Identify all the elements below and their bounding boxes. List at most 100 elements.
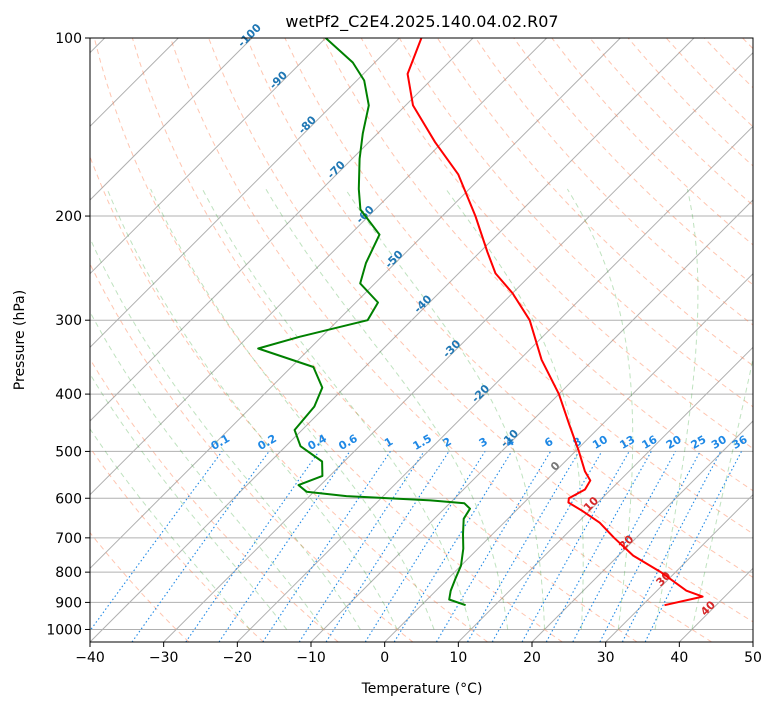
moist-adiabat — [90, 427, 251, 630]
isotherm-gridline — [678, 567, 753, 642]
mixing-ratio-label: 3 — [477, 435, 490, 450]
mixing-ratio-line — [572, 451, 676, 642]
isotherm-label: -30 — [440, 337, 463, 360]
plot-frame — [89, 37, 754, 643]
mixing-ratio-line — [262, 451, 391, 642]
isotherm-gridline — [90, 38, 400, 349]
y-tick-label: 200 — [55, 209, 82, 225]
isotherm-gridline — [90, 38, 474, 422]
x-tick-label: 40 — [670, 650, 688, 666]
x-tick-label: 20 — [523, 650, 541, 666]
dry-adiabat — [589, 38, 753, 206]
dry-adiabat — [360, 38, 753, 450]
dry-adiabat — [90, 446, 264, 642]
mixing-ratio-line — [644, 451, 742, 642]
dry-adiabat — [93, 38, 563, 642]
mixing-ratio-line — [298, 451, 425, 642]
isotherm-label: -40 — [411, 292, 434, 315]
mixing-ratio-label: 2 — [441, 435, 454, 450]
mixing-ratio-label: 36 — [730, 433, 750, 452]
background-lines — [90, 38, 753, 642]
isotherm-label: -50 — [382, 248, 405, 271]
isotherm-gridline — [163, 51, 753, 642]
y-tick-label: 700 — [55, 531, 82, 547]
y-tick-label: 500 — [55, 444, 82, 460]
mixing-ratio-label: 16 — [640, 433, 660, 452]
dry-adiabat — [170, 38, 712, 642]
mixing-ratio-label: 13 — [618, 433, 638, 452]
mixing-ratio-label: 0.4 — [306, 432, 330, 453]
dry-adiabat — [703, 38, 753, 89]
moist-adiabat — [90, 311, 324, 630]
mixing-ratio-line — [325, 451, 450, 642]
dry-adiabat — [208, 38, 753, 623]
isotherm-gridline — [90, 38, 327, 275]
dewpoint-trace — [257, 38, 471, 607]
mixing-ratio-line — [393, 451, 513, 642]
mixing-ratio-label: 6 — [542, 435, 555, 450]
isotherm-gridline — [752, 641, 753, 642]
isotherm-gridline — [90, 38, 695, 642]
moist-adiabat — [445, 188, 584, 630]
y-tick-label: 600 — [55, 491, 82, 507]
x-axis-label: Temperature (°C) — [361, 681, 483, 697]
isotherm-gridline — [90, 38, 548, 496]
mixing-ratio-line — [185, 451, 320, 642]
moist-adiabat — [201, 188, 472, 630]
y-tick-label: 900 — [55, 595, 82, 611]
mixing-ratio-line — [364, 451, 486, 642]
dry-adiabat — [90, 358, 339, 642]
mixing-ratio-label: 10 — [590, 433, 610, 452]
moist-adiabat-label: 40 — [698, 598, 718, 618]
isotherm-gridline — [90, 38, 621, 570]
dry-adiabat — [436, 38, 753, 367]
isotherm-label: -70 — [325, 158, 348, 181]
dry-adiabat — [90, 155, 488, 642]
mixing-ratio-line — [621, 451, 722, 642]
moist-adiabat — [90, 237, 361, 630]
mixing-ratio-line — [218, 451, 351, 642]
y-tick-label: 800 — [55, 565, 82, 581]
dry-adiabat — [551, 38, 753, 246]
mixing-ratio-label: 30 — [709, 433, 729, 452]
y-axis-label: Pressure (hPa) — [12, 290, 28, 390]
mixing-ratio-label: 1.5 — [411, 432, 434, 453]
isotherm-gridline — [531, 420, 753, 642]
x-tick-label: 10 — [449, 650, 467, 666]
mixing-ratio-line — [467, 451, 580, 642]
moist-adiabat — [150, 188, 435, 630]
isotherm-label: -20 — [469, 382, 492, 405]
y-tick-label: 100 — [55, 31, 82, 47]
mixing-ratio-label: 1 — [382, 435, 395, 450]
mixing-ratio-line — [435, 451, 552, 642]
moist-adiabat — [344, 188, 545, 630]
y-tick-label: 1000 — [46, 622, 82, 638]
dry-adiabat — [131, 38, 638, 642]
x-tick-label: −30 — [149, 650, 179, 666]
isotherm-gridline — [457, 346, 753, 642]
y-tick-label: 400 — [55, 387, 82, 403]
x-tick-label: 0 — [380, 650, 389, 666]
mixing-ratio-line — [599, 451, 701, 642]
chart-title: wetPf2_C2E4.2025.140.04.02.R07 — [285, 12, 558, 32]
x-tick-label: 30 — [597, 650, 615, 666]
y-tick-label: 300 — [55, 313, 82, 329]
mixing-ratio-line — [545, 451, 652, 642]
mixing-ratio-label: 20 — [664, 433, 684, 452]
isotherm-label: -100 — [235, 21, 264, 50]
moist-adiabat — [566, 188, 634, 630]
dry-adiabat — [513, 38, 753, 286]
temperature-trace — [406, 38, 704, 607]
isotherm-gridline — [90, 38, 253, 201]
mixing-ratio-label: 25 — [689, 433, 709, 452]
background-line-labels: 0.1 0.2 0.4 0.6 1 1.5 2 3 4 6 8 10 13 16 20 25 30 36-100-… — [209, 21, 750, 618]
moist-adiabat — [106, 188, 398, 630]
dry-adiabat — [90, 531, 190, 642]
isotherm-label: -90 — [267, 68, 290, 91]
isotherm-gridline — [384, 272, 753, 642]
axis-ticks: −40 −30 −20 −10 0 10 20 30 40 5010020030040050060… — [46, 31, 762, 666]
dry-adiabat — [665, 38, 753, 128]
isotherm-label: -80 — [296, 113, 319, 136]
mixing-ratio-line — [521, 451, 630, 642]
